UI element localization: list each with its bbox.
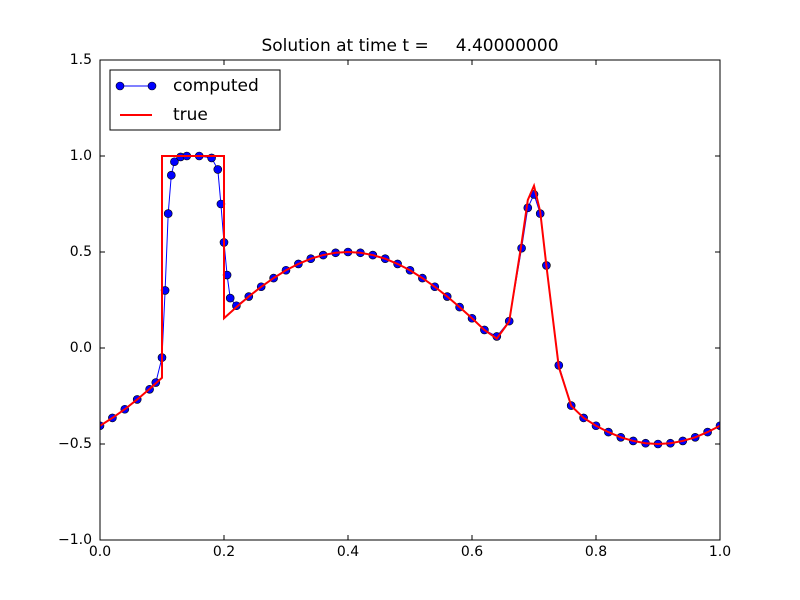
legend-label: computed (173, 76, 259, 96)
y-tick-label: 1.0 (70, 148, 92, 164)
data-point (225, 293, 235, 303)
x-tick-label: 0.6 (461, 544, 483, 560)
x-tick-label: 0.4 (337, 544, 359, 560)
legend-label: true (173, 105, 208, 125)
data-point (213, 165, 223, 174)
y-tick-label: 0.5 (70, 244, 92, 260)
legend-marker (115, 81, 125, 91)
x-tick-label: 0.8 (585, 544, 607, 560)
data-point (163, 209, 173, 218)
y-tick-label: 0.0 (70, 340, 92, 356)
x-tick-label: 1.0 (709, 544, 731, 560)
plot-area (100, 151, 720, 449)
x-tick-label: 0.0 (89, 544, 111, 560)
x-tick-label: 0.2 (213, 544, 235, 560)
legend-frame (109, 69, 281, 131)
plot-frame (99, 59, 721, 541)
y-tick-label: 1.5 (70, 52, 92, 68)
data-point (170, 157, 179, 167)
series-line (100, 155, 720, 446)
data-point (167, 170, 176, 180)
chart-title: Solution at time t = 4.40000000 (261, 36, 558, 56)
y-tick-label: −1.0 (58, 532, 92, 548)
y-tick-label: −0.5 (58, 436, 92, 452)
legend-marker (147, 81, 157, 91)
legend: computed true (109, 69, 281, 131)
